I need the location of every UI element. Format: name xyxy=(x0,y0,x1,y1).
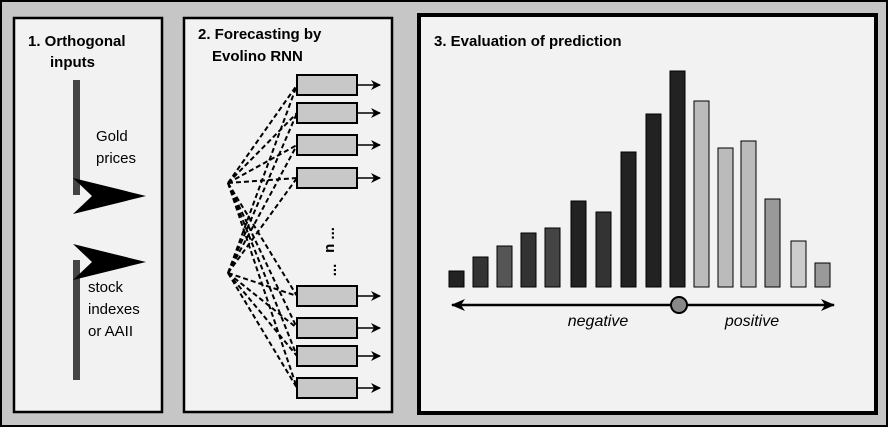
bar xyxy=(520,232,537,288)
bar xyxy=(448,270,465,288)
panel-title: Evolino RNN xyxy=(212,48,303,65)
zero-marker xyxy=(670,296,688,314)
axis-label: negative xyxy=(568,313,629,330)
connection xyxy=(227,84,298,184)
panel-title: inputs xyxy=(50,54,95,71)
connection xyxy=(227,182,298,357)
rnn-unit xyxy=(296,345,358,367)
panel-title: 1. Orthogonal xyxy=(28,33,126,50)
panel-inputs: 1. Orthogonal inputs Gold prices stock i… xyxy=(12,16,164,414)
rnn-unit xyxy=(296,167,358,189)
connection xyxy=(227,177,298,184)
input-arrow xyxy=(73,244,146,280)
bar xyxy=(570,200,587,288)
connection xyxy=(227,272,298,389)
network xyxy=(227,74,381,399)
connection xyxy=(227,84,298,274)
bar xyxy=(717,147,734,288)
panel-frame xyxy=(182,16,394,414)
ellipsis-label: n ... xyxy=(321,227,338,253)
input-line xyxy=(73,260,80,380)
bar xyxy=(544,227,561,288)
connection xyxy=(227,272,298,329)
bar xyxy=(790,240,807,288)
connection xyxy=(227,112,298,184)
axis-label: positive xyxy=(724,313,779,330)
bar xyxy=(645,113,662,288)
input-arrow xyxy=(73,178,146,214)
rnn-unit xyxy=(296,285,358,307)
bar xyxy=(764,198,781,288)
input-label: prices xyxy=(96,150,136,167)
input-label: indexes xyxy=(88,301,140,318)
bars xyxy=(448,70,831,288)
rnn-unit xyxy=(296,134,358,156)
panel-title: 3. Evaluation of prediction xyxy=(434,33,622,50)
connection xyxy=(227,112,298,274)
bar xyxy=(669,70,686,288)
connection xyxy=(227,182,298,329)
bar xyxy=(595,211,612,288)
rnn-unit xyxy=(296,317,358,339)
rnn-unit xyxy=(296,377,358,399)
rnn-unit xyxy=(296,102,358,124)
panel-title: 2. Forecasting by xyxy=(198,26,322,43)
bar xyxy=(814,262,831,288)
panel-forecasting: 2. Forecasting by Evolino RNN n ... ... xyxy=(182,16,394,414)
rnn-unit xyxy=(296,74,358,96)
input-label: stock xyxy=(88,279,124,296)
input-label: or AAII xyxy=(88,323,133,340)
connection xyxy=(227,144,298,274)
panel-frame xyxy=(12,16,164,414)
bar xyxy=(693,100,710,288)
bar xyxy=(472,256,489,288)
connection xyxy=(227,177,298,274)
bar xyxy=(620,151,637,288)
ellipsis-label: ... xyxy=(323,264,340,277)
connection xyxy=(227,272,298,357)
connection xyxy=(227,144,298,184)
bar xyxy=(740,140,757,288)
input-line xyxy=(73,80,80,195)
bar xyxy=(496,245,513,288)
connection xyxy=(227,182,298,297)
input-label: Gold xyxy=(96,128,128,145)
connection xyxy=(227,182,298,389)
panel-evaluation: 3. Evaluation of prediction negative pos… xyxy=(417,13,878,415)
